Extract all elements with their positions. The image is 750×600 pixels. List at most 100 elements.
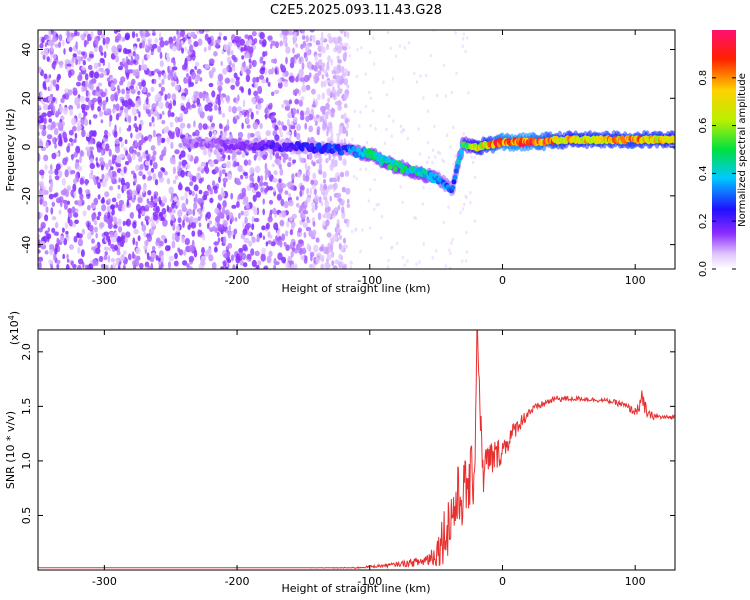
noise-point: [221, 169, 226, 175]
noise-point: [273, 222, 279, 231]
noise-point: [249, 132, 255, 138]
noise-point: [91, 97, 98, 103]
noise-point: [431, 255, 434, 260]
signal-point: [450, 185, 456, 191]
noise-point: [140, 221, 144, 226]
noise-point: [350, 229, 354, 234]
noise-point: [133, 46, 137, 51]
noise-point: [267, 240, 273, 245]
noise-point: [385, 127, 388, 132]
signal-point: [356, 146, 361, 153]
noise-point: [310, 179, 315, 185]
noise-point: [188, 81, 195, 87]
noise-point: [118, 177, 121, 183]
noise-point: [241, 252, 247, 261]
noise-point: [344, 103, 348, 109]
noise-point: [141, 134, 144, 143]
noise-point: [203, 46, 207, 53]
noise-point: [426, 141, 430, 145]
noise-point: [462, 131, 465, 136]
snr-line: [38, 330, 675, 570]
noise-point: [368, 90, 371, 95]
noise-point: [274, 124, 279, 131]
noise-point: [58, 34, 63, 42]
noise-point: [162, 219, 168, 227]
noise-point: [438, 151, 441, 155]
noise-point: [77, 165, 83, 172]
noise-point: [207, 37, 212, 44]
noise-point: [313, 244, 319, 253]
noise-point: [181, 64, 187, 71]
noise-point: [331, 210, 335, 217]
noise-point: [392, 119, 395, 123]
noise-point: [78, 187, 83, 195]
noise-point: [100, 119, 104, 124]
noise-point: [318, 169, 323, 175]
noise-point: [38, 140, 44, 148]
noise-point: [166, 178, 171, 185]
noise-point: [323, 179, 326, 184]
noise-point: [356, 47, 359, 52]
noise-point: [144, 240, 149, 246]
noise-point: [322, 220, 327, 227]
noise-point: [172, 99, 177, 107]
noise-point: [78, 258, 84, 265]
noise-point: [70, 189, 75, 197]
noise-point: [325, 219, 330, 227]
noise-point: [254, 81, 258, 89]
noise-point: [168, 130, 173, 137]
noise-point: [194, 61, 200, 67]
noise-point: [258, 75, 265, 80]
noise-point: [261, 78, 267, 84]
noise-point: [80, 118, 84, 124]
noise-point: [330, 108, 336, 114]
noise-point: [115, 258, 119, 266]
noise-point: [117, 265, 121, 269]
noise-point: [419, 74, 422, 78]
noise-point: [88, 146, 95, 151]
noise-point: [123, 184, 127, 192]
noise-point: [232, 151, 237, 159]
signal-point: [244, 139, 250, 145]
noise-point: [137, 90, 141, 96]
noise-point: [158, 240, 164, 247]
noise-point: [132, 221, 137, 229]
noise-point: [214, 104, 218, 111]
noise-point: [38, 261, 42, 269]
x-tick-label: -300: [92, 575, 117, 588]
noise-point: [252, 121, 259, 130]
noise-point: [132, 251, 135, 260]
noise-point: [259, 181, 264, 187]
noise-point: [204, 104, 209, 112]
noise-point: [49, 249, 54, 256]
noise-point: [88, 83, 92, 89]
noise-point: [206, 211, 212, 219]
noise-point: [225, 95, 231, 102]
noise-point: [193, 94, 197, 100]
noise-point: [198, 91, 204, 99]
noise-point: [226, 258, 232, 264]
noise-point: [112, 107, 116, 114]
noise-point: [58, 196, 64, 203]
noise-point: [44, 42, 48, 48]
noise-point: [257, 175, 261, 183]
noise-point: [177, 247, 181, 253]
noise-point: [294, 186, 297, 191]
noise-point: [75, 41, 78, 50]
noise-point: [137, 197, 143, 204]
noise-point: [93, 197, 99, 206]
noise-point: [271, 67, 274, 75]
noise-point: [253, 154, 257, 161]
noise-point: [253, 90, 259, 97]
noise-point: [221, 187, 224, 194]
noise-point: [51, 227, 56, 234]
noise-point: [71, 62, 74, 68]
noise-point: [107, 211, 110, 219]
noise-point: [324, 246, 330, 255]
noise-point: [126, 190, 130, 195]
signal-point: [385, 156, 391, 163]
noise-point: [223, 44, 229, 51]
noise-point: [138, 145, 142, 151]
noise-point: [277, 252, 283, 261]
noise-point: [96, 86, 100, 92]
